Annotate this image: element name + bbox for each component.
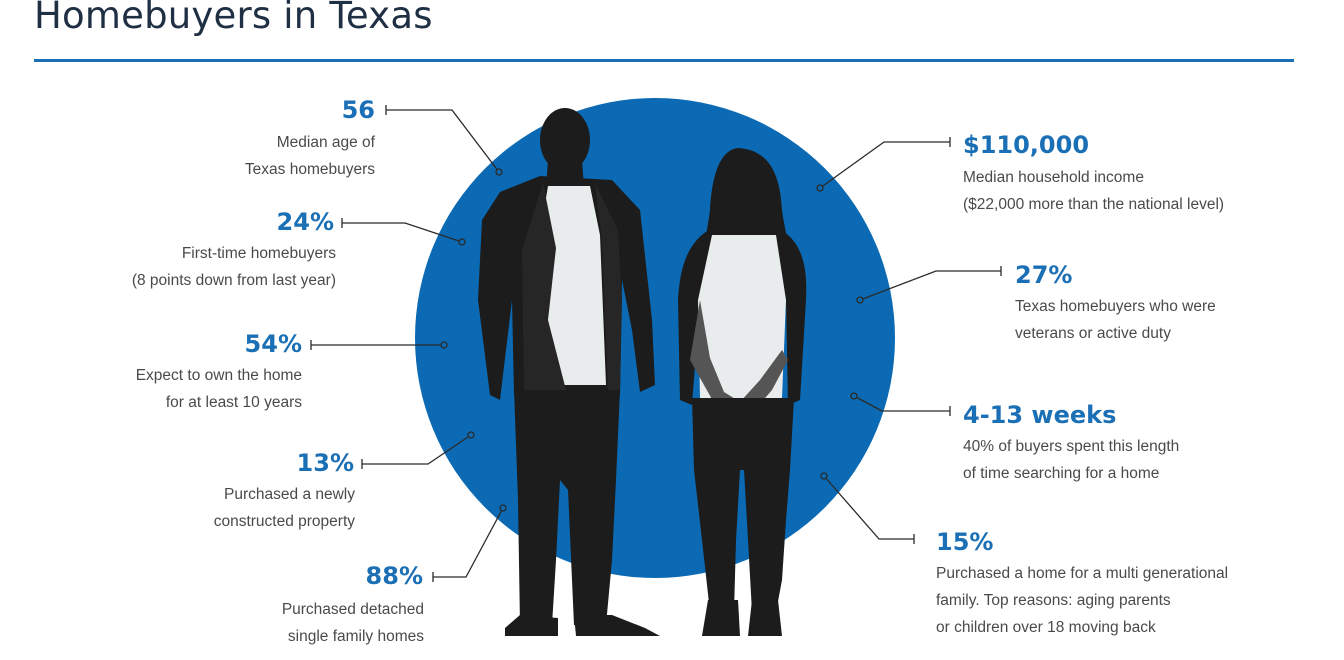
stat-new-construction-label: Purchased a newly constructed property <box>214 481 355 535</box>
connector-dots <box>440 168 864 512</box>
stat-own-10-years-line2: for at least 10 years <box>165 394 302 411</box>
connector-income <box>819 137 951 189</box>
stat-multigenerational-line1: Purchased a home for a multi generationa… <box>936 565 1229 582</box>
stat-detached-value: 88% <box>365 562 423 590</box>
connector-age <box>385 105 500 173</box>
stat-veterans-label: Texas homebuyers who were veterans or ac… <box>1015 293 1216 347</box>
page-title: Homebuyers in Texas <box>34 0 433 37</box>
stat-detached-line2: single family homes <box>287 628 424 645</box>
stat-multigenerational-line3: or children over 18 moving back <box>936 619 1156 636</box>
stat-income-line2: ($22,000 more than the national level) <box>963 196 1225 213</box>
connector-detached <box>432 507 504 582</box>
connector-new-construction <box>361 434 472 469</box>
stat-multigenerational-value: 15% <box>936 528 994 556</box>
stat-own-10-years-line1: Expect to own the home <box>135 367 302 384</box>
stat-veterans-line1: Texas homebuyers who were <box>1015 298 1216 315</box>
stat-first-time-line1: First-time homebuyers <box>181 245 336 262</box>
stat-weeks-value: 4-13 weeks <box>963 401 1117 429</box>
connector-multigenerational <box>823 475 915 544</box>
connector-first-time <box>341 218 463 243</box>
stat-weeks-line2: of time searching for a home <box>963 465 1160 482</box>
man-silhouette <box>478 108 660 636</box>
stat-own-10-years-value: 54% <box>244 330 302 358</box>
connector-own-10-years <box>310 340 444 350</box>
stat-weeks-label: 40% of buyers spent this length of time … <box>963 433 1179 487</box>
stat-median-age-label: Median age of Texas homebuyers <box>245 129 375 183</box>
stat-new-construction-value: 13% <box>296 449 354 477</box>
stat-detached-line1: Purchased detached <box>281 601 424 618</box>
title-divider <box>34 59 1294 62</box>
connector-veterans <box>859 266 1002 301</box>
stat-own-10-years-label: Expect to own the home for at least 10 y… <box>136 362 302 416</box>
stat-median-age-line1: Median age of <box>276 134 375 151</box>
stat-veterans-value: 27% <box>1015 261 1073 289</box>
connector-weeks <box>853 395 951 416</box>
stat-income-line1: Median household income <box>963 169 1144 186</box>
stat-first-time-line2: (8 points down from last year) <box>131 272 336 289</box>
stat-median-age-line2: Texas homebuyers <box>244 161 375 178</box>
woman-silhouette <box>678 148 807 636</box>
stat-multigenerational-line2: family. Top reasons: aging parents <box>936 592 1171 609</box>
stat-weeks-line1: 40% of buyers spent this length <box>963 438 1180 455</box>
stat-detached-label: Purchased detached single family homes <box>282 596 424 650</box>
stat-income-value: $110,000 <box>963 131 1090 159</box>
stat-median-age-value: 56 <box>341 96 375 124</box>
stat-multigenerational-label: Purchased a home for a multi generationa… <box>936 560 1228 641</box>
stat-first-time-value: 24% <box>276 208 334 236</box>
stat-income-label: Median household income ($22,000 more th… <box>963 164 1224 218</box>
stat-veterans-line2: veterans or active duty <box>1015 325 1171 342</box>
stat-new-construction-line2: constructed property <box>213 513 355 530</box>
stat-first-time-label: First-time homebuyers (8 points down fro… <box>132 240 336 294</box>
stat-new-construction-line1: Purchased a newly <box>224 486 355 503</box>
connector-lines <box>310 105 1002 582</box>
